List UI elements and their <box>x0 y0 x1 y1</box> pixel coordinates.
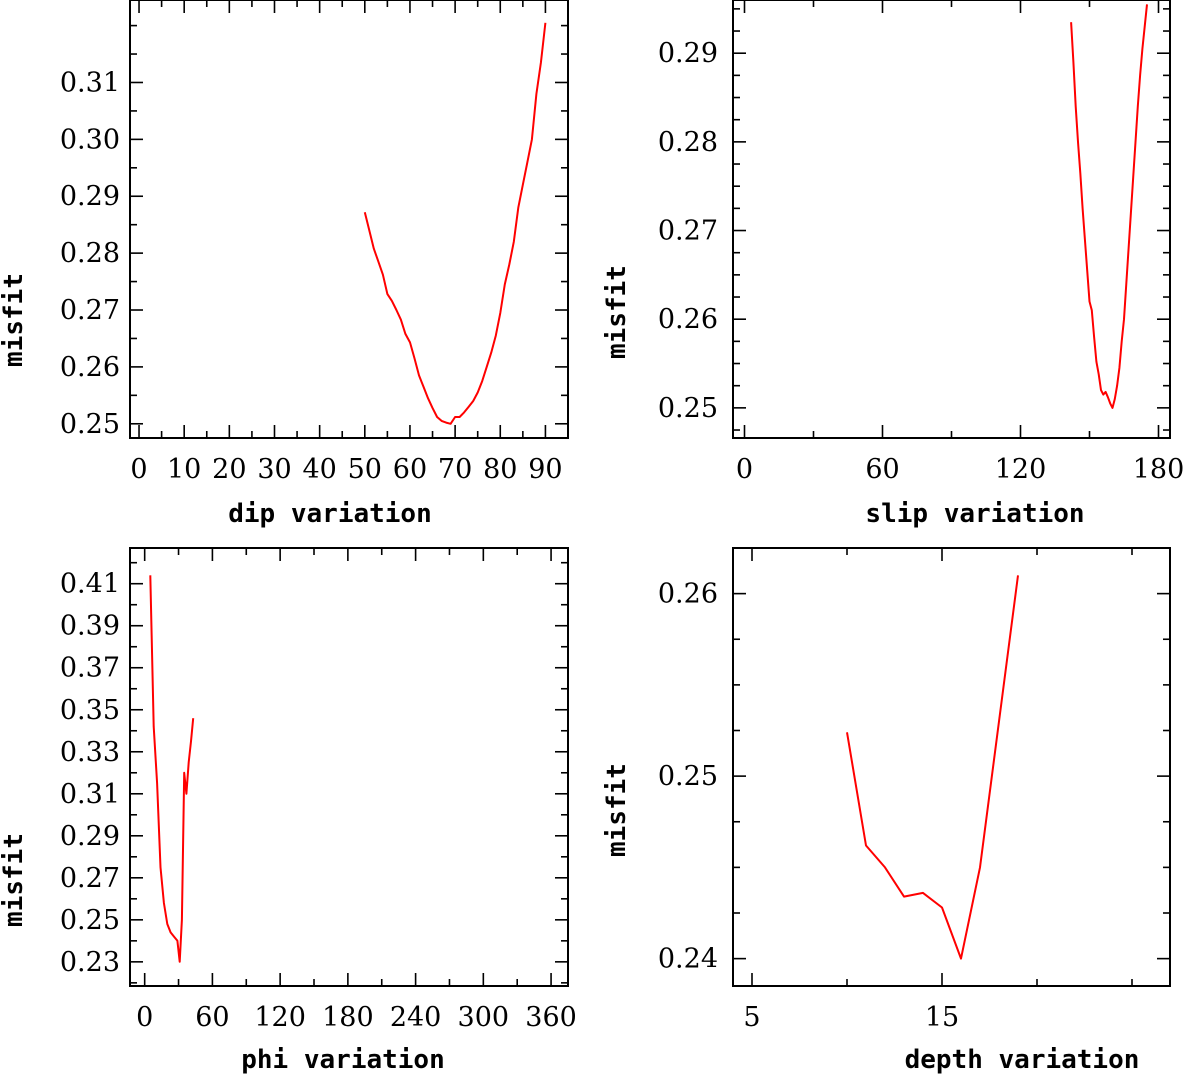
plot-phi: 0 60 120 180 240 300 360 0.23 0.25 0.27 0.29 0.31 0.… <box>0 547 577 1075</box>
x-tick-label-phi: 300 <box>458 1002 510 1033</box>
x-tick-label-dip: 70 <box>438 454 472 485</box>
x-tick-label-slip: 120 <box>995 454 1047 485</box>
y-axis-title-slip: misfit <box>602 265 632 359</box>
x-tick-label-phi: 60 <box>195 1002 229 1033</box>
x-tick-label-phi: 240 <box>390 1002 442 1033</box>
y-tick-label-phi: 0.31 <box>60 779 120 810</box>
y-tick-label-phi: 0.23 <box>60 947 120 978</box>
plot-frame-depth <box>732 547 1171 987</box>
y-tick-label-depth: 0.24 <box>658 944 718 975</box>
y-tick-label-dip: 0.25 <box>60 409 120 440</box>
y-tick-label-phi: 0.35 <box>60 695 120 726</box>
y-tick-label-slip: 0.27 <box>658 216 718 247</box>
x-tick-label-depth: 15 <box>925 1002 959 1033</box>
y-tick-label-phi: 0.39 <box>60 611 120 642</box>
y-tick-label-depth: 0.26 <box>658 579 718 610</box>
y-tick-label-depth: 0.25 <box>658 761 718 792</box>
x-tick-label-dip: 80 <box>483 454 517 485</box>
x-axis-title-slip: slip variation <box>865 499 1084 529</box>
y-tick-label-phi: 0.29 <box>60 821 120 852</box>
y-tick-label-phi: 0.33 <box>60 737 120 768</box>
y-axis-title-dip: misfit <box>0 273 29 367</box>
y-axis-title-phi: misfit <box>0 833 29 927</box>
y-tick-label-phi: 0.37 <box>60 653 120 684</box>
x-tick-label-slip: 60 <box>865 454 899 485</box>
y-axis-title-depth: misfit <box>602 763 632 857</box>
x-tick-label-depth: 5 <box>743 1002 760 1033</box>
series-line-phi <box>149 575 195 963</box>
x-axis-title-dip: dip variation <box>228 499 432 529</box>
x-tick-label-dip: 40 <box>302 454 336 485</box>
plot-dip: 0 10 20 30 40 50 60 70 80 90 0.25 0.26 0.27 0.28 0.29 0… <box>0 0 569 529</box>
y-tick-label-dip: 0.28 <box>60 238 120 269</box>
x-tick-label-slip: 0 <box>736 454 753 485</box>
x-tick-label-dip: 0 <box>130 454 147 485</box>
plot-depth: 5 15 0.24 0.25 0.26 depth variation misfit <box>602 547 1171 1075</box>
x-tick-label-slip: 180 <box>1133 454 1183 485</box>
y-tick-label-slip: 0.26 <box>658 304 718 335</box>
plot-frame-dip <box>129 0 569 439</box>
y-tick-label-dip: 0.29 <box>60 181 120 212</box>
y-tick-label-dip: 0.27 <box>60 295 120 326</box>
y-tick-label-phi: 0.41 <box>60 569 120 600</box>
plot-slip: 0 60 120 180 0.25 0.26 0.27 0.28 0.29 slip variat… <box>602 0 1183 529</box>
y-tick-label-dip: 0.26 <box>60 352 120 383</box>
y-tick-label-phi: 0.27 <box>60 863 120 894</box>
y-tick-label-slip: 0.29 <box>658 38 718 69</box>
x-tick-label-dip: 30 <box>257 454 291 485</box>
plot-frame-phi <box>129 547 569 987</box>
x-axis-title-depth: depth variation <box>905 1045 1140 1075</box>
x-tick-label-phi: 180 <box>322 1002 374 1033</box>
series-line-dip <box>363 22 547 425</box>
x-tick-label-phi: 360 <box>525 1002 577 1033</box>
x-tick-label-dip: 50 <box>348 454 382 485</box>
y-tick-label-dip: 0.30 <box>60 124 120 155</box>
series-line-depth <box>846 575 1019 960</box>
x-tick-label-dip: 20 <box>212 454 246 485</box>
x-tick-label-dip: 60 <box>393 454 427 485</box>
x-tick-label-dip: 90 <box>528 454 562 485</box>
x-tick-label-dip: 10 <box>167 454 201 485</box>
x-tick-label-phi: 0 <box>136 1002 153 1033</box>
y-tick-label-slip: 0.28 <box>658 127 718 158</box>
y-tick-label-phi: 0.25 <box>60 905 120 936</box>
x-axis-title-phi: phi variation <box>241 1045 445 1075</box>
series-line-slip <box>1070 4 1148 409</box>
y-tick-label-dip: 0.31 <box>60 67 120 98</box>
x-tick-label-phi: 120 <box>254 1002 306 1033</box>
y-tick-label-slip: 0.25 <box>658 393 718 424</box>
